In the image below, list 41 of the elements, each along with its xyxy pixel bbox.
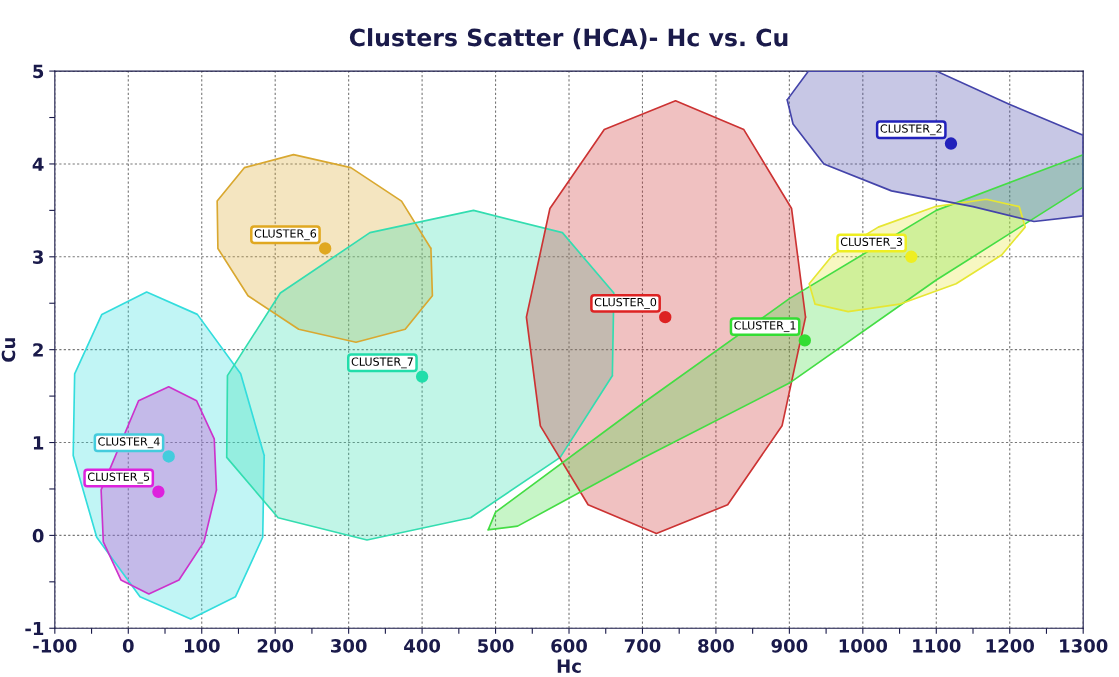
y-tick-label: -1: [25, 621, 44, 636]
y-tick-label: 1: [33, 436, 44, 450]
series-label: CLUSTER_0: [594, 297, 657, 309]
point: [659, 310, 672, 324]
x-tick-label: 200: [257, 638, 294, 653]
x-tick-label: 0: [122, 638, 134, 653]
point: [905, 250, 918, 263]
x-tick-label: -100: [33, 638, 77, 653]
y-tick-label: 2: [33, 343, 43, 357]
point: [415, 370, 429, 383]
y-tick-label: 3: [33, 250, 43, 264]
x-axis-title: Hc: [557, 659, 581, 673]
series-label: CLUSTER_6: [254, 229, 317, 241]
point: [318, 242, 332, 255]
x-tick-label: 1100: [913, 638, 961, 653]
x-tick-label: 700: [624, 638, 661, 653]
x-tick-label: 1200: [986, 638, 1034, 653]
point: [162, 450, 175, 463]
series-label: CLUSTER_7: [351, 357, 413, 369]
x-tick-label: 1000: [839, 638, 888, 653]
series-label: CLUSTER_1: [734, 321, 796, 333]
y-tick-label: 4: [32, 157, 44, 171]
x-tick-label: 500: [478, 638, 514, 653]
x-tick-label: 100: [184, 638, 220, 653]
y-tick-label: 5: [33, 64, 44, 79]
x-tick-label: 800: [698, 638, 734, 653]
y-axis-title: Cu: [1, 338, 16, 362]
point: [152, 485, 165, 498]
point: [798, 334, 811, 347]
x-tick-label: 1300: [1060, 638, 1108, 653]
series-label: CLUSTER_4: [98, 437, 160, 449]
series-label: CLUSTER_5: [87, 472, 150, 484]
chart-title: Clusters Scatter (HCA)- Hc vs. Cu: [349, 28, 788, 50]
x-tick-label: 900: [771, 638, 808, 653]
x-tick-label: 400: [404, 638, 441, 653]
y-tick-label: 0: [32, 528, 44, 543]
x-tick-label: 300: [331, 638, 367, 653]
point: [944, 137, 958, 150]
series-label: CLUSTER_3: [840, 237, 903, 249]
x-tick-label: 600: [551, 638, 587, 653]
series-label: CLUSTER_2: [880, 124, 942, 136]
